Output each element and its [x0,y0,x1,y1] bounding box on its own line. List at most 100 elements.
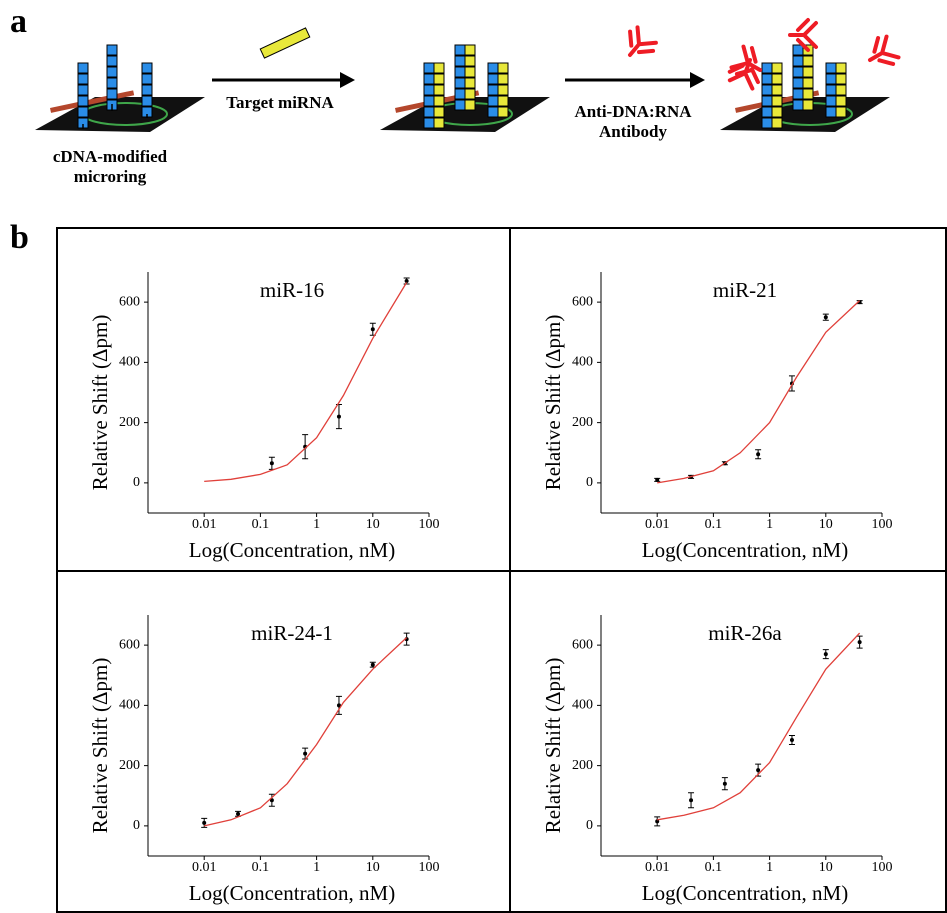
data-point [857,640,862,645]
probe-block [497,84,509,96]
fit-curve [657,300,861,484]
probe-block [433,73,445,85]
panel-label: b [10,219,29,256]
data-point [689,798,694,803]
y-tick-label: 0 [133,818,140,833]
y-tick-label: 400 [119,698,140,713]
probe-block [106,88,118,100]
data-point [370,327,375,332]
probe-block [771,73,783,85]
y-tick-label: 200 [119,758,140,773]
probe-block [106,55,118,67]
probe-block [464,44,476,56]
probe-block [423,106,435,118]
y-tick-label: 200 [119,415,140,430]
probe-block [761,106,773,118]
data-point [722,781,727,786]
x-tick-label: 0.01 [645,860,670,875]
probe-block [464,55,476,67]
x-tick-label: 1 [766,860,773,875]
chart-title: miR-24-1 [251,621,333,645]
probe-block [802,77,814,89]
probe-block [487,73,499,85]
antibody [727,58,760,91]
probe-block [792,55,804,67]
probe-block [454,88,466,100]
schematic: cDNA-modified microring Target miRNA Ant… [35,18,901,186]
antibody [868,34,901,66]
y-tick-label: 400 [572,698,593,713]
probe-block [454,55,466,67]
probe-block [792,66,804,78]
probe-block [802,55,814,67]
probe-block [141,73,153,85]
x-axis-label: Log(Concentration, nM) [189,538,395,562]
chart: 0 200 400 600 0.01 0.1 1 10 100 miR-16 Log(Concent… [88,272,440,562]
chart-title: miR-16 [260,278,324,302]
data-point [789,738,794,743]
data-point [236,811,241,816]
probe-block [423,62,435,74]
data-point [269,461,274,466]
mirna [259,27,311,59]
chart: 0 200 400 600 0.01 0.1 1 10 100 miR-24-1 Log(Conce… [88,615,440,905]
probe-block [835,95,847,107]
probe-block [433,106,445,118]
probe-block [487,95,499,107]
x-axis-label: Log(Concentration, nM) [642,538,848,562]
probe-block [825,73,837,85]
y-axis-label: Relative Shift (Δpm) [88,658,112,834]
probe-block [761,73,773,85]
probe-block [464,66,476,78]
probe-block [433,117,445,129]
chart-title: miR-21 [713,278,777,302]
probe-block [464,99,476,111]
fit-curve [657,632,861,821]
y-tick-label: 600 [119,294,140,309]
probe-block [761,62,773,74]
probe-block [77,106,89,118]
data-point [655,819,660,824]
probe-block [423,84,435,96]
probe-block [802,88,814,100]
data-point [404,279,409,284]
y-axis-label: Relative Shift (Δpm) [541,658,565,834]
probe-block [802,99,814,111]
x-tick-label: 10 [366,860,380,875]
probe-block [761,117,773,129]
x-tick-label: 0.01 [192,517,217,532]
x-tick-label: 100 [419,860,440,875]
y-tick-label: 0 [133,475,140,490]
probe-block [792,77,804,89]
probe-block [487,106,499,118]
probe-block [771,95,783,107]
y-tick-label: 600 [119,637,140,652]
probe-block [825,106,837,118]
probe-block [433,95,445,107]
schematic-text: microring [74,167,147,186]
data-point [336,703,341,708]
probe-block [497,95,509,107]
data-point [336,414,341,419]
probe-block [454,44,466,56]
x-tick-label: 0.1 [252,517,270,532]
x-tick-label: 0.1 [705,517,723,532]
probe-block [761,95,773,107]
probe-block [454,99,466,111]
probe-block [106,44,118,56]
y-tick-label: 0 [586,475,593,490]
probe-block [423,73,435,85]
probe-block [792,44,804,56]
probe-block [77,62,89,74]
y-tick-label: 600 [572,294,593,309]
y-tick-label: 400 [572,355,593,370]
fit-curve [204,282,408,483]
y-axis-label: Relative Shift (Δpm) [541,315,565,491]
probe-block [454,77,466,89]
probe-block [792,88,804,100]
probe-block [835,84,847,96]
probe-block [835,73,847,85]
data-point [823,315,828,320]
probe-block [464,88,476,100]
